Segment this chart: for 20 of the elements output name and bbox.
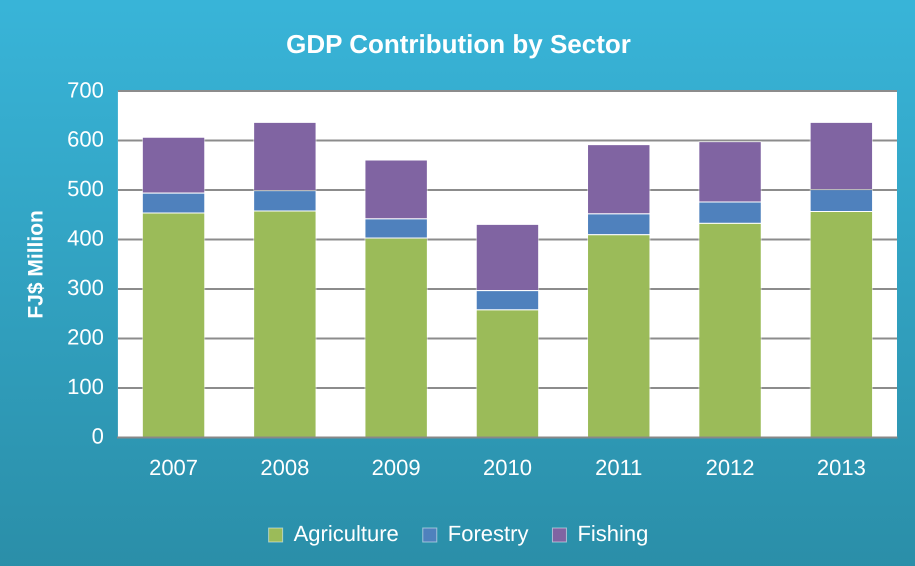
y-tick-label: 600 <box>67 126 104 152</box>
legend-label: Forestry <box>448 521 528 546</box>
y-tick-label: 200 <box>67 324 104 350</box>
x-tick-label: 2009 <box>372 454 421 480</box>
y-tick-label: 400 <box>67 226 104 251</box>
y-axis-title: FJ$ Million <box>24 210 48 319</box>
y-tick-label: 100 <box>67 374 104 400</box>
chart-title: GDP Contribution by Sector <box>286 28 631 59</box>
y-tick-label: 300 <box>67 275 104 300</box>
x-tick-label: 2011 <box>595 454 642 480</box>
legend-label: Agriculture <box>294 521 399 546</box>
x-tick-label: 2012 <box>706 454 755 480</box>
x-tick-label: 2008 <box>260 454 310 480</box>
x-tick-label: 2013 <box>816 454 866 480</box>
x-tick-label: 2010 <box>482 454 532 480</box>
y-tick-label: 700 <box>67 77 104 102</box>
x-tick-label: 2007 <box>149 454 198 480</box>
y-tick-label: 0 <box>92 424 104 449</box>
y-tick-label: 500 <box>67 176 104 202</box>
legend-label: Fishing <box>577 521 648 546</box>
